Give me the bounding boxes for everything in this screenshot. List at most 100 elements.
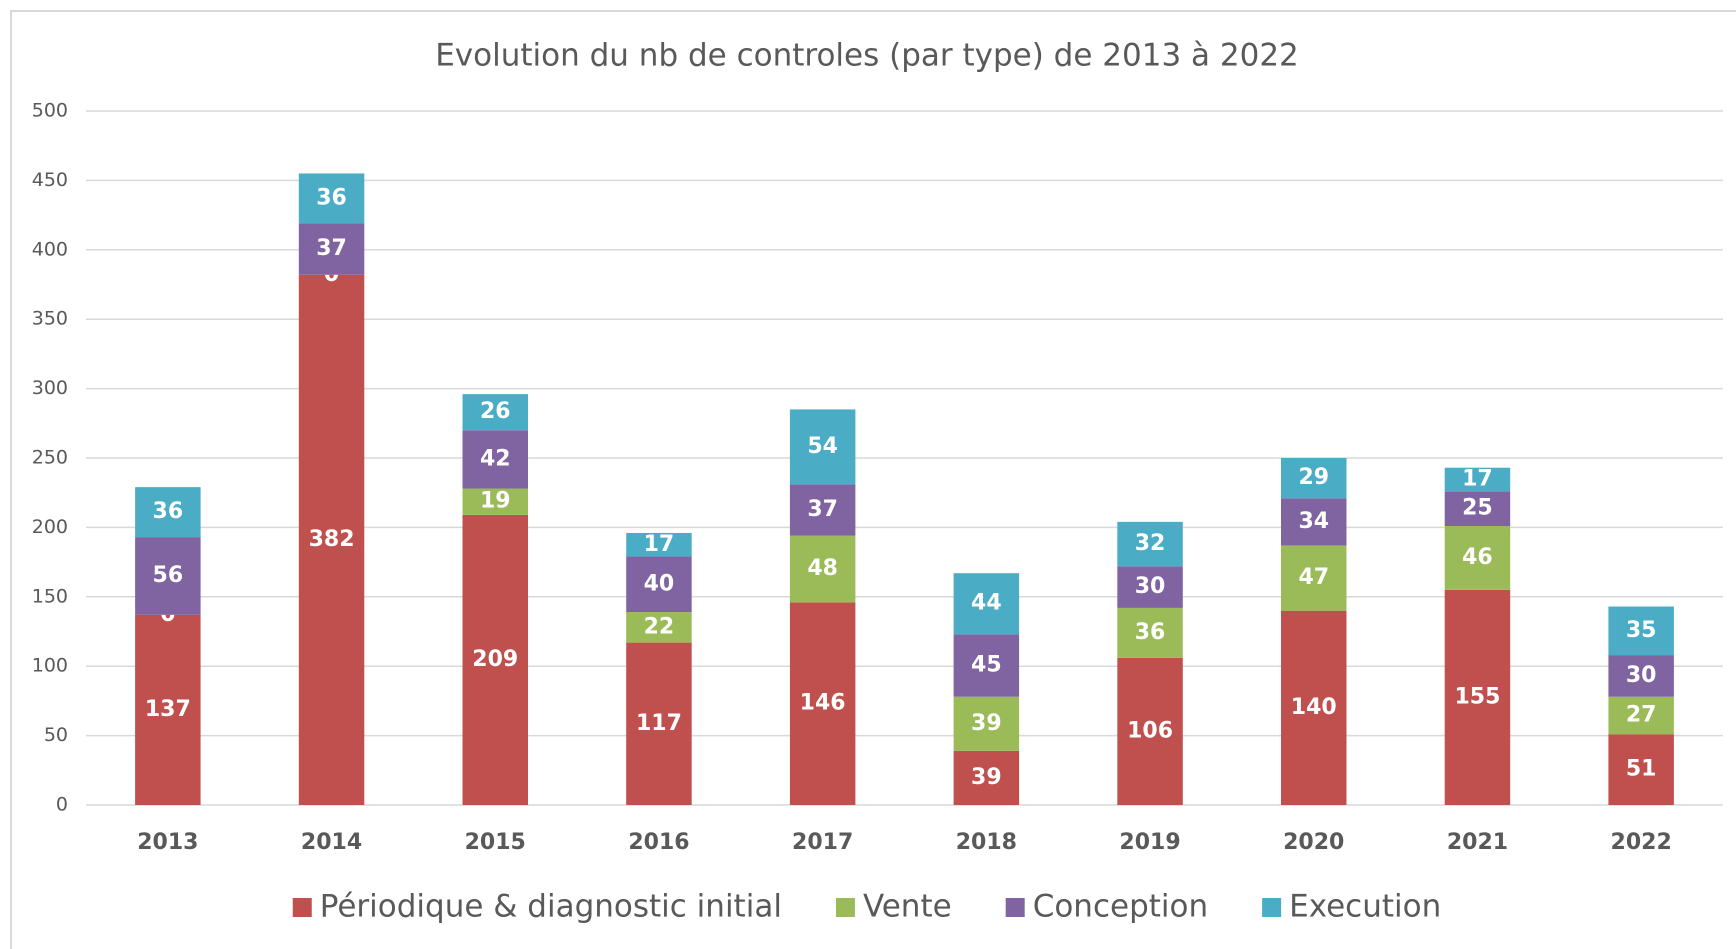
legend-label: Conception [1033, 889, 1208, 925]
x-tick-label: 2017 [792, 830, 853, 855]
data-label: 37 [807, 497, 838, 522]
bar-segment [1117, 566, 1183, 608]
bar-segment [953, 750, 1020, 805]
data-label: 36 [1135, 620, 1166, 645]
bar-segment [789, 535, 856, 603]
bar-segment [626, 556, 692, 613]
x-tick-label: 2018 [956, 830, 1017, 855]
data-label: 51 [1626, 757, 1657, 782]
data-label: 56 [153, 563, 184, 588]
legend-swatch [835, 898, 855, 917]
bar-segment [1281, 498, 1347, 546]
data-label: 46 [1462, 545, 1493, 570]
data-label: 22 [644, 614, 675, 639]
data-label: 35 [1626, 618, 1657, 643]
data-label: 29 [1298, 465, 1329, 490]
data-label: 17 [644, 532, 675, 557]
chart-title: Evolution du nb de controles (par type) … [435, 38, 1299, 74]
data-label: 26 [480, 399, 511, 424]
bar-segment [462, 430, 528, 489]
x-tick-label: 2016 [628, 830, 689, 855]
y-tick-label: 200 [32, 516, 68, 538]
legend-label: Vente [863, 889, 952, 925]
bar-segment [1444, 491, 1511, 527]
x-tick-label: 2021 [1447, 830, 1508, 855]
bar-segment [953, 696, 1020, 751]
y-tick-label: 50 [44, 724, 68, 746]
y-tick-label: 450 [32, 169, 68, 191]
data-label: 42 [480, 446, 511, 471]
x-tick-label: 2020 [1283, 830, 1344, 855]
data-label: 137 [145, 697, 191, 722]
data-label: 140 [1291, 695, 1337, 720]
bar-segment [626, 532, 692, 557]
data-label: 39 [971, 711, 1002, 736]
data-label: 382 [309, 527, 355, 552]
bar-segment [1117, 607, 1183, 658]
legend-swatch [1262, 898, 1282, 917]
data-label: 146 [800, 691, 846, 716]
data-label: 54 [807, 434, 838, 459]
bar-segment [1608, 655, 1674, 697]
bar-segment [135, 487, 201, 538]
data-label: 47 [1298, 565, 1329, 590]
bar-segment [135, 537, 201, 615]
bar-segment [1281, 610, 1347, 805]
bar-segment [1117, 521, 1183, 567]
data-label: 34 [1298, 509, 1329, 534]
data-label: 44 [971, 591, 1002, 616]
y-tick-label: 300 [32, 377, 68, 399]
bar-segment [462, 394, 528, 431]
data-label: 36 [316, 185, 347, 210]
bar-segment [1608, 734, 1674, 805]
bar-segment [462, 514, 528, 805]
bar-segment [1281, 458, 1347, 499]
y-tick-label: 0 [56, 794, 68, 816]
bar-segment [1608, 606, 1674, 656]
bar-segment [1608, 696, 1674, 735]
bar-segment [1117, 657, 1183, 805]
bar-segment [789, 409, 856, 485]
y-tick-label: 400 [32, 238, 68, 260]
bar-segment [953, 634, 1020, 697]
bar-segment [1444, 467, 1511, 492]
data-label: 25 [1462, 496, 1493, 521]
legend-label: Execution [1289, 889, 1441, 925]
data-label: 40 [644, 571, 675, 596]
legend-swatch [1005, 898, 1025, 917]
bar-segment [953, 573, 1020, 635]
bar-segment [298, 223, 365, 275]
data-label: 48 [807, 556, 838, 581]
bar-segment [462, 488, 528, 515]
data-label: 45 [971, 653, 1002, 678]
x-tick-label: 2015 [465, 830, 526, 855]
x-tick-label: 2014 [301, 830, 362, 855]
y-tick-label: 150 [32, 585, 68, 607]
bar-segment [789, 484, 856, 536]
data-label: 32 [1135, 531, 1166, 556]
x-tick-label: 2019 [1119, 830, 1180, 855]
bar-segment [626, 642, 692, 805]
bar-segment [298, 173, 365, 224]
bar-segment [298, 274, 365, 805]
bar-segment [1444, 589, 1511, 805]
y-tick-label: 100 [32, 655, 68, 677]
data-label: 106 [1127, 718, 1173, 743]
data-label: 155 [1454, 684, 1500, 709]
data-label: 27 [1626, 702, 1657, 727]
y-tick-label: 250 [32, 447, 68, 469]
bar-segment [1444, 526, 1511, 590]
data-label: 36 [153, 499, 184, 524]
legend-swatch [292, 898, 312, 917]
y-tick-label: 500 [32, 100, 68, 122]
legend-label: Périodique & diagnostic initial [320, 889, 782, 925]
data-label: 209 [472, 647, 518, 672]
y-tick-label: 350 [32, 308, 68, 330]
data-label: 30 [1626, 663, 1657, 688]
data-label: 117 [636, 711, 682, 736]
bar-segment [135, 614, 201, 805]
x-tick-label: 2022 [1611, 830, 1672, 855]
x-tick-label: 2013 [137, 830, 198, 855]
bar-segment [1281, 545, 1347, 611]
